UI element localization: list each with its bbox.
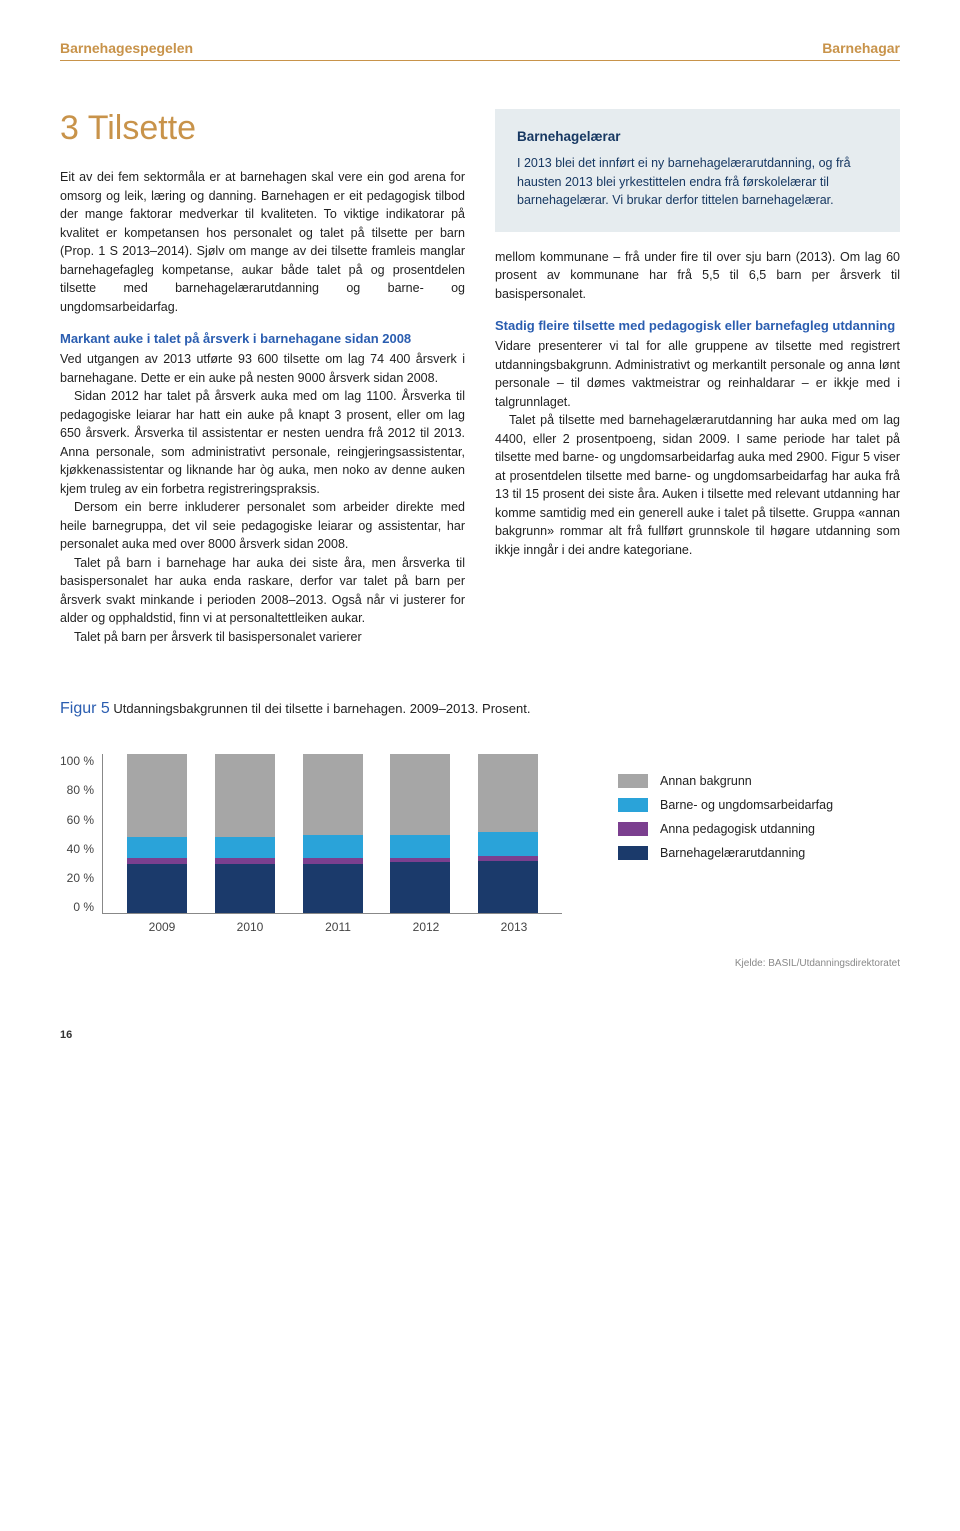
y-axis: 100 % 80 % 60 % 40 % 20 % 0 %: [60, 754, 102, 914]
y-tick-label: 20 %: [67, 871, 94, 885]
chart-plot: 100 % 80 % 60 % 40 % 20 % 0 %: [60, 754, 568, 914]
sub2-p1: Vidare presenterer vi tal for alle grupp…: [495, 337, 900, 411]
legend-item: Barnehagelærarutdanning: [618, 846, 833, 860]
intro-paragraph: Eit av dei fem sektormåla er at barnehag…: [60, 168, 465, 316]
left-column: 3 Tilsette Eit av dei fem sektormåla er …: [60, 109, 465, 660]
callout-title: Barnehagelærar: [517, 129, 878, 144]
chart-legend: Annan bakgrunn Barne- og ungdomsarbeidarf…: [618, 774, 833, 870]
legend-label: Annan bakgrunn: [660, 774, 752, 788]
sub1-p4: Talet på barn i barnehage har auka dei s…: [60, 554, 465, 628]
bar-2009: [127, 754, 187, 913]
bar-segment: [303, 835, 363, 857]
bar-segment: [478, 832, 538, 856]
subhead-utdanning: Stadig fleire tilsette med pedagogisk el…: [495, 317, 900, 335]
bar-segment: [303, 864, 363, 913]
bar-segment: [390, 835, 450, 857]
subhead-arsverk: Markant auke i talet på årsverk i barneh…: [60, 330, 465, 348]
x-tick-label: 2011: [308, 920, 368, 934]
y-tick-label: 0 %: [73, 900, 94, 914]
content-columns: 3 Tilsette Eit av dei fem sektormåla er …: [60, 109, 900, 660]
bar-2013: [478, 754, 538, 913]
bar-2012: [390, 754, 450, 913]
chart-container: 100 % 80 % 60 % 40 % 20 % 0 % 2009 2010 2011 201…: [60, 754, 900, 934]
section-title: 3 Tilsette: [60, 109, 465, 148]
callout-box: Barnehagelærar I 2013 blei det innført e…: [495, 109, 900, 232]
bar-segment: [390, 862, 450, 913]
bar-segment: [215, 837, 275, 858]
legend-swatch: [618, 798, 648, 812]
bar-segment: [127, 837, 187, 858]
bar-segment: [127, 864, 187, 913]
x-tick-label: 2010: [220, 920, 280, 934]
header-right: Barnehagar: [822, 40, 900, 56]
bar-segment: [390, 754, 450, 835]
sub1-p1: Ved utgangen av 2013 utførte 93 600 tils…: [60, 350, 465, 387]
sub1-p2: Sidan 2012 har talet på årsverk auka med…: [60, 387, 465, 498]
legend-swatch: [618, 822, 648, 836]
figure-title: Utdanningsbakgrunnen til dei tilsette i …: [110, 701, 531, 716]
y-tick-label: 80 %: [67, 783, 94, 797]
y-tick-label: 40 %: [67, 842, 94, 856]
y-tick-label: 60 %: [67, 813, 94, 827]
legend-item: Annan bakgrunn: [618, 774, 833, 788]
x-tick-label: 2012: [396, 920, 456, 934]
bar-segment: [127, 754, 187, 837]
sub1-p3: Dersom ein berre inkluderer personalet s…: [60, 498, 465, 554]
plot-area: [102, 754, 562, 914]
legend-item: Anna pedagogisk utdanning: [618, 822, 833, 836]
page-number: 16: [60, 1029, 900, 1041]
right-column: Barnehagelærar I 2013 blei det innført e…: [495, 109, 900, 660]
figure-source: Kjelde: BASIL/Utdanningsdirektoratet: [60, 958, 900, 969]
bar-segment: [478, 754, 538, 832]
legend-swatch: [618, 846, 648, 860]
bar-segment: [215, 754, 275, 837]
sub1-p5: Talet på barn per årsverk til basisperso…: [60, 628, 465, 647]
legend-item: Barne- og ungdomsarbeidarfag: [618, 798, 833, 812]
legend-label: Anna pedagogisk utdanning: [660, 822, 815, 836]
x-tick-label: 2009: [132, 920, 192, 934]
sub2-p2: Talet på tilsette med barnehagelærarutda…: [495, 411, 900, 559]
right-p1: mellom kommunane – frå under fire til ov…: [495, 248, 900, 304]
page-header: Barnehagespegelen Barnehagar: [60, 40, 900, 61]
header-left: Barnehagespegelen: [60, 40, 193, 56]
legend-swatch: [618, 774, 648, 788]
legend-label: Barnehagelærarutdanning: [660, 846, 805, 860]
bar-segment: [303, 754, 363, 835]
callout-text: I 2013 blei det innført ei ny barnehagel…: [517, 154, 878, 210]
bar-segment: [478, 861, 538, 913]
y-tick-label: 100 %: [60, 754, 94, 768]
figure-caption: Figur 5 Utdanningsbakgrunnen til dei til…: [60, 700, 900, 718]
legend-label: Barne- og ungdomsarbeidarfag: [660, 798, 833, 812]
x-tick-label: 2013: [484, 920, 544, 934]
x-axis-labels: 2009 2010 2011 2012 2013: [108, 914, 568, 934]
bar-segment: [215, 864, 275, 913]
figure-number: Figur 5: [60, 700, 110, 717]
bar-2010: [215, 754, 275, 913]
bar-2011: [303, 754, 363, 913]
